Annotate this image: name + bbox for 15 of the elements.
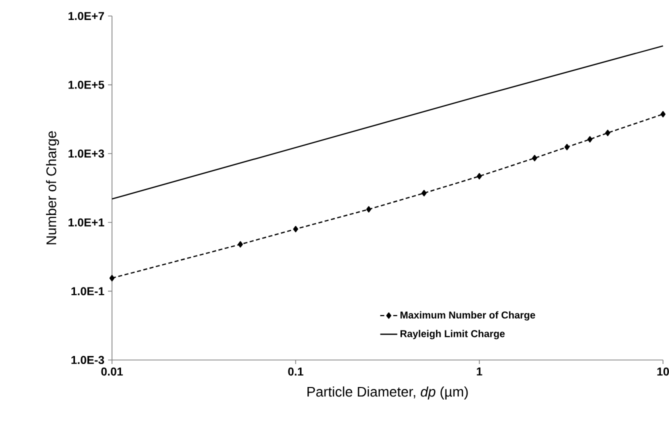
y-tick-label: 1.0E+7 <box>68 12 104 20</box>
line-series <box>111 45 664 200</box>
y-axis-title: Number of Charge <box>46 131 60 244</box>
x-tick-label: 1 <box>476 368 482 376</box>
x-tick-label: 0.1 <box>288 368 304 376</box>
y-tick-label: 1.0E+1 <box>68 218 104 226</box>
x-tick-label: 10 <box>657 368 669 376</box>
x-axis-title: Particle Diameter, dp (µm) <box>308 386 468 400</box>
legend-label: Maximum Number of Charge <box>400 311 536 321</box>
y-tick-label: 1.0E+3 <box>68 150 104 158</box>
legend-label: Rayleigh Limit Charge <box>400 330 505 340</box>
y-tick-label: 1.0E-3 <box>71 356 104 364</box>
y-tick-label: 1.0E+5 <box>68 80 104 89</box>
y-tick-label: 1.0E-1 <box>71 287 104 296</box>
x-tick-label: 0.01 <box>101 368 123 376</box>
